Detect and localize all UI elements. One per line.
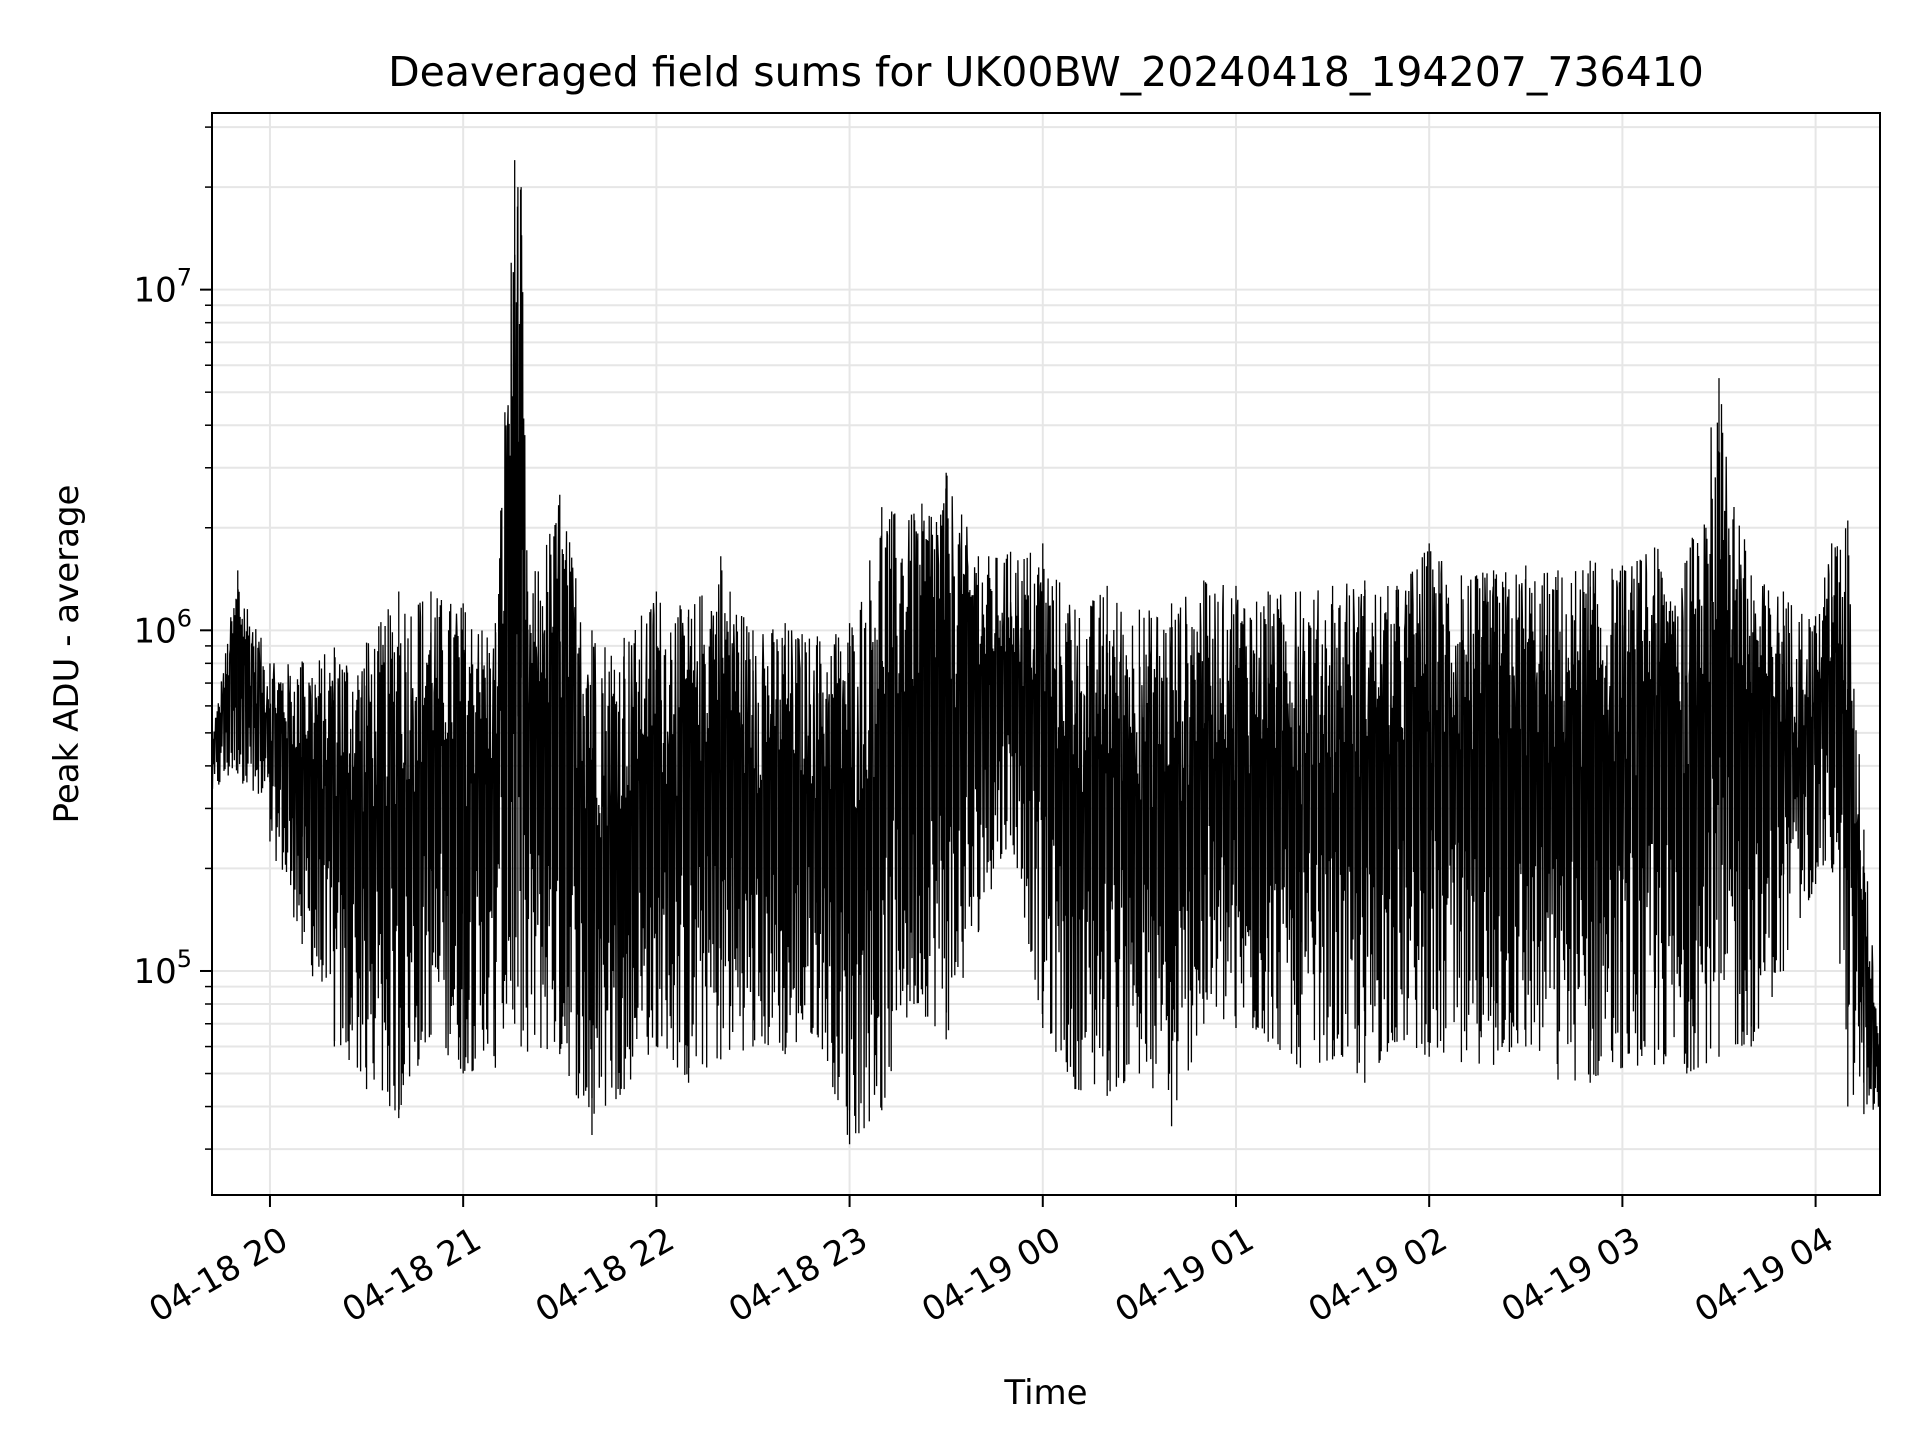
- y-tick-label: 107: [133, 264, 192, 311]
- y-axis-label: Peak ADU - average: [47, 485, 87, 824]
- series-layer: [211, 160, 1881, 1145]
- chart-title: Deaveraged field sums for UK00BW_2024041…: [388, 48, 1704, 96]
- y-axis: 105 106 107: [133, 126, 212, 1150]
- x-axis-label: Time: [1003, 1373, 1087, 1413]
- y-tick-label: 106: [133, 604, 192, 651]
- plot-frame: [211, 112, 1881, 1196]
- series-line: [211, 189, 1881, 1135]
- y-tick-label: 105: [133, 945, 192, 992]
